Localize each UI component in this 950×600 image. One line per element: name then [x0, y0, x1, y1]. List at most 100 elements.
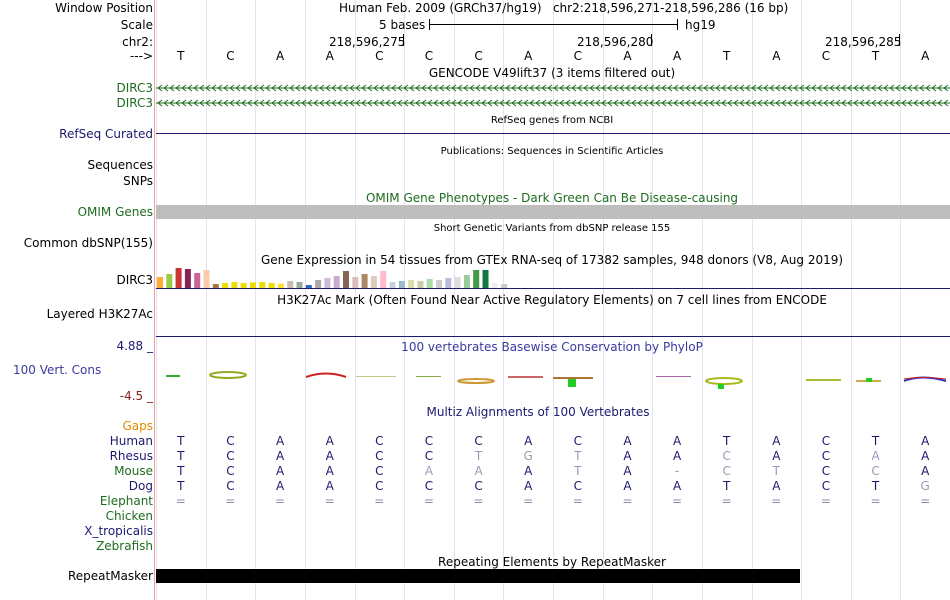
repeatmasker-label[interactable]: RepeatMasker — [67, 569, 153, 583]
gencode-gene-1-line[interactable] — [156, 82, 950, 94]
gtex-tissue-bar[interactable] — [454, 277, 461, 288]
strand-arrow — [163, 99, 169, 107]
refseq-gene-line[interactable] — [156, 133, 950, 134]
gtex-tissue-bar[interactable] — [231, 282, 238, 288]
gtex-tissue-bar[interactable] — [157, 277, 163, 288]
strand-arrow — [565, 99, 571, 107]
strand-arrow — [235, 84, 241, 92]
gtex-tissue-bar[interactable] — [417, 281, 424, 288]
gtex-tissue-bar[interactable] — [175, 268, 182, 288]
strand-arrow — [547, 99, 553, 107]
gtex-tissue-bar[interactable] — [501, 284, 508, 288]
gtex-tissue-bar[interactable] — [166, 274, 173, 288]
strand-arrow — [697, 99, 703, 107]
gtex-tissue-bar[interactable] — [426, 279, 433, 288]
gtex-tissue-bar[interactable] — [389, 282, 396, 288]
repeat-track-title[interactable]: Repeating Elements by RepeatMasker — [438, 555, 666, 569]
snps-label[interactable]: SNPs — [123, 174, 153, 188]
gtex-tissue-bar[interactable] — [240, 283, 247, 288]
gtex-tissue-bar[interactable] — [482, 270, 489, 288]
gtex-expression-bars[interactable] — [156, 266, 950, 290]
gtex-tissue-bar[interactable] — [408, 280, 415, 288]
gtex-tissue-bar[interactable] — [370, 276, 377, 288]
gtex-tissue-bar[interactable] — [259, 282, 266, 288]
strand-arrow — [391, 99, 397, 107]
phylop-logo-strip[interactable] — [156, 366, 950, 392]
strand-arrow — [355, 99, 361, 107]
gtex-tissue-bar[interactable] — [203, 270, 210, 288]
gtex-tissue-bar[interactable] — [491, 283, 498, 288]
gtex-tissue-bar[interactable] — [287, 281, 294, 288]
window-position-value[interactable]: Human Feb. 2009 (GRCh37/hg19) chr2:218,5… — [339, 1, 789, 15]
gtex-tissue-bar[interactable] — [463, 275, 470, 288]
gtex-tissue-bar[interactable] — [473, 270, 480, 288]
multiz-track-title[interactable]: Multiz Alignments of 100 Vertebrates — [426, 405, 650, 419]
refseq-label[interactable]: RefSeq Curated — [59, 127, 153, 141]
gencode-gene-label-1[interactable]: DIRC3 — [116, 81, 153, 95]
species-label-zebrafish[interactable]: Zebrafish — [96, 539, 153, 553]
gtex-tissue-bar[interactable] — [212, 284, 219, 288]
gtex-tissue-bar[interactable] — [352, 277, 359, 288]
gtex-tissue-bar[interactable] — [268, 283, 275, 288]
refseq-track-title[interactable]: RefSeq genes from NCBI — [490, 115, 614, 126]
base-letter: A — [623, 449, 632, 463]
omim-feature-bar[interactable] — [156, 205, 950, 219]
gtex-tissue-bar[interactable] — [361, 274, 368, 288]
species-label-dog[interactable]: Dog — [128, 479, 153, 493]
omim-track-title[interactable]: OMIM Gene Phenotypes - Dark Green Can Be… — [365, 191, 739, 205]
gtex-tissue-bar[interactable] — [333, 276, 340, 288]
species-label-x-tropicalis[interactable]: X_tropicalis — [84, 524, 153, 538]
scale-label: Scale — [120, 18, 153, 32]
species-label-human[interactable]: Human — [109, 434, 153, 448]
gtex-tissue-bar[interactable] — [250, 282, 256, 288]
gtex-tissue-bar[interactable] — [296, 282, 303, 288]
gtex-tissue-bar[interactable] — [343, 271, 349, 288]
gtex-tissue-bar[interactable] — [398, 281, 405, 288]
sequences-label[interactable]: Sequences — [87, 158, 153, 172]
strand-arrow — [523, 99, 529, 107]
base-letter: - — [674, 464, 680, 478]
gtex-tissue-bar[interactable] — [324, 278, 331, 288]
gaps-label[interactable]: Gaps — [122, 419, 153, 433]
gtex-tissue-bar[interactable] — [315, 280, 322, 288]
cons-track-label[interactable]: 100 Vert. Cons — [13, 363, 102, 377]
strand-arrow — [841, 84, 847, 92]
omim-label[interactable]: OMIM Genes — [77, 205, 153, 219]
gencode-track-title[interactable]: GENCODE V49lift37 (3 items filtered out) — [428, 66, 676, 80]
base-letter: C — [226, 479, 235, 493]
gtex-tissue-bar[interactable] — [184, 269, 191, 288]
strand-arrow — [241, 84, 247, 92]
gtex-tissue-bar[interactable] — [277, 283, 284, 288]
cons-track-title[interactable]: 100 vertebrates Basewise Conservation by… — [401, 340, 703, 354]
strand-arrow — [169, 84, 175, 92]
strand-arrow — [463, 99, 469, 107]
gtex-tissue-bar[interactable] — [305, 285, 312, 288]
repeatmasker-feature-bar[interactable] — [156, 569, 800, 583]
gtex-track-title[interactable]: Gene Expression in 54 tissues from GTEx … — [260, 253, 844, 267]
h3k27ac-label[interactable]: Layered H3K27Ac — [46, 307, 153, 321]
gtex-tissue-bar[interactable] — [445, 278, 452, 288]
dbsnp-track-title[interactable]: Short Genetic Variants from dbSNP releas… — [433, 223, 671, 234]
species-label-chicken[interactable]: Chicken — [105, 509, 153, 523]
strand-arrow — [193, 99, 199, 107]
species-label-elephant[interactable]: Elephant — [99, 494, 153, 508]
base-letter: C — [722, 464, 731, 478]
strand-arrow — [619, 99, 625, 107]
strand-arrow — [379, 99, 385, 107]
gtex-gene-label[interactable]: DIRC3 — [116, 273, 153, 287]
gencode-gene-label-2[interactable]: DIRC3 — [116, 96, 153, 110]
gtex-tissue-bar[interactable] — [436, 280, 442, 288]
gtex-tissue-bar[interactable] — [222, 283, 229, 288]
base-letter: C — [424, 479, 434, 493]
publications-track-title[interactable]: Publications: Sequences in Scientific Ar… — [440, 146, 664, 157]
strand-arrow — [409, 99, 415, 107]
strand-arrow — [205, 84, 211, 92]
species-label-mouse[interactable]: Mouse — [114, 464, 153, 478]
gtex-tissue-bar[interactable] — [380, 271, 387, 288]
gtex-tissue-bar[interactable] — [194, 273, 201, 288]
dbsnp-label[interactable]: Common dbSNP(155) — [23, 236, 153, 250]
h3k27ac-track-title[interactable]: H3K27Ac Mark (Often Found Near Active Re… — [277, 293, 827, 307]
species-label-rhesus[interactable]: Rhesus — [109, 449, 153, 463]
gencode-gene-2-line[interactable] — [156, 97, 950, 109]
